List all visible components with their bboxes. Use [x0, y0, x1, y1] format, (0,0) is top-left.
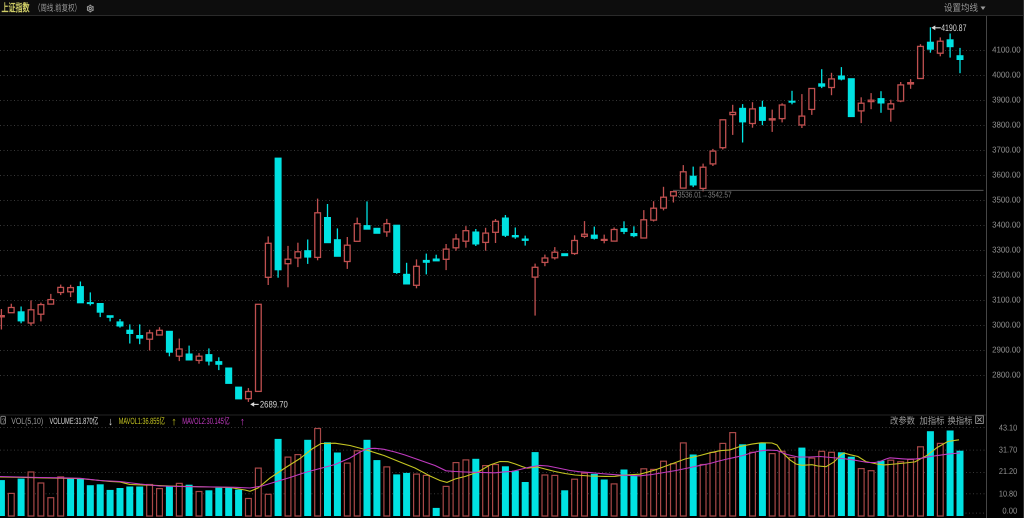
svg-text:3200.00: 3200.00 — [992, 269, 1021, 279]
svg-text:3300.00: 3300.00 — [992, 244, 1021, 254]
svg-text:加指标: 加指标 — [920, 416, 945, 427]
svg-text:3000.00: 3000.00 — [992, 319, 1021, 329]
svg-text:?: ? — [2, 418, 6, 425]
svg-text:3900.00: 3900.00 — [992, 94, 1021, 104]
svg-text:4190.87: 4190.87 — [941, 23, 966, 34]
svg-text:3500.00: 3500.00 — [992, 194, 1021, 204]
svg-text:3700.00: 3700.00 — [992, 144, 1021, 154]
svg-text:43.10: 43.10 — [999, 423, 1018, 433]
svg-text:2689.70: 2689.70 — [260, 400, 288, 411]
svg-text:↓: ↓ — [108, 416, 114, 428]
svg-text:MAVOL2:30.145亿: MAVOL2:30.145亿 — [182, 416, 230, 426]
svg-text:4100.00: 4100.00 — [992, 44, 1021, 54]
svg-text:改参数: 改参数 — [890, 415, 915, 427]
svg-text:3800.00: 3800.00 — [992, 119, 1021, 129]
svg-text:3536.01→3542.57: 3536.01→3542.57 — [678, 189, 732, 199]
svg-text:21.20: 21.20 — [999, 466, 1018, 476]
svg-text:4000.00: 4000.00 — [992, 69, 1021, 79]
svg-text:31.70: 31.70 — [999, 445, 1018, 455]
svg-text:↑: ↑ — [171, 416, 177, 428]
svg-text:0.00: 0.00 — [1002, 506, 1017, 516]
svg-text:（周线.前复权）: （周线.前复权） — [34, 3, 81, 13]
svg-text:MAVOL1:36.855亿: MAVOL1:36.855亿 — [119, 416, 165, 426]
svg-text:3600.00: 3600.00 — [992, 169, 1021, 179]
svg-text:VOL(5,10): VOL(5,10) — [11, 416, 43, 426]
svg-text:↑: ↑ — [240, 416, 246, 428]
svg-text:VOLUME:31.870亿: VOLUME:31.870亿 — [50, 416, 99, 426]
svg-text:2800.00: 2800.00 — [992, 369, 1021, 379]
svg-text:2900.00: 2900.00 — [992, 344, 1021, 354]
svg-text:10.80: 10.80 — [999, 489, 1018, 499]
svg-text:换指标: 换指标 — [948, 416, 973, 427]
svg-text:上证指数: 上证指数 — [2, 2, 31, 15]
svg-text:3400.00: 3400.00 — [992, 219, 1021, 229]
svg-text:3100.00: 3100.00 — [992, 294, 1021, 304]
svg-text:设置均线: 设置均线 — [944, 3, 978, 14]
